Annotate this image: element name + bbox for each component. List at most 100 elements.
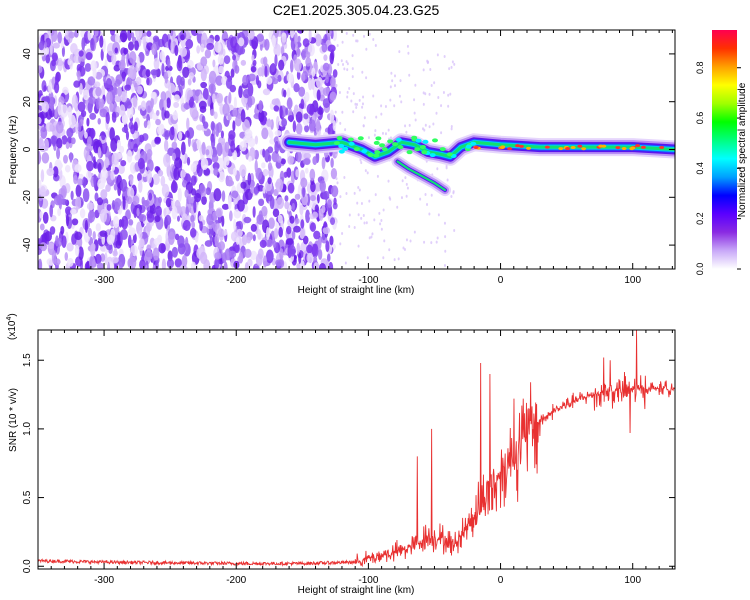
noise-blob: [97, 118, 101, 125]
noise-blob: [325, 240, 330, 253]
noise-speckle: [345, 60, 348, 64]
snr-panel: -300 -200 -100 0 100 0.0 0.5 1.0 1.5 Height of s…: [6, 313, 676, 596]
track-hotspot: [507, 147, 513, 151]
noise-blob: [73, 174, 78, 185]
noise-blob: [234, 64, 240, 74]
track-blob: [395, 137, 402, 142]
snr-series: [38, 330, 675, 568]
noise-speckle: [346, 95, 349, 99]
noise-blob: [145, 69, 151, 78]
noise-blob: [169, 126, 175, 141]
noise-blob: [323, 221, 327, 228]
noise-blob: [182, 219, 191, 231]
noise-speckle: [351, 75, 354, 79]
noise-speckle: [405, 238, 408, 242]
noise-blob: [167, 82, 176, 93]
y-tick-label: 20: [22, 96, 33, 108]
noise-blob: [262, 169, 269, 177]
noise-blob: [291, 202, 295, 211]
noise-blob: [313, 230, 321, 240]
noise-blob: [87, 100, 93, 114]
noise-blob: [252, 265, 259, 269]
noise-blob: [303, 113, 309, 120]
noise-blob: [278, 59, 285, 71]
noise-blob: [309, 168, 316, 181]
noise-blob: [114, 47, 119, 54]
noise-blob: [82, 188, 90, 203]
noise-speckle: [374, 193, 377, 197]
noise-blob: [229, 210, 233, 222]
noise-blob: [212, 221, 217, 232]
noise-blob: [61, 135, 68, 145]
noise-blob: [256, 34, 264, 42]
noise-blob: [201, 195, 207, 205]
noise-speckle: [344, 261, 347, 265]
noise-blob: [214, 252, 222, 260]
colorbar-ticks: 0.0 0.2 0.4 0.6 0.8: [695, 61, 741, 275]
noise-blob: [306, 252, 314, 264]
track-hotspot: [565, 147, 571, 151]
noise-blob: [228, 130, 236, 140]
noise-blob: [294, 193, 301, 200]
noise-blob: [81, 37, 86, 51]
noise-speckle: [406, 186, 409, 190]
track-blob: [422, 139, 429, 144]
noise-speckle: [447, 93, 450, 97]
noise-blob: [116, 139, 122, 151]
noise-blob: [262, 255, 268, 268]
noise-blob: [242, 88, 251, 99]
y-tick-label: 0: [22, 146, 33, 152]
noise-blob: [111, 111, 117, 123]
x-tick-label: 100: [624, 575, 641, 586]
noise-blob: [165, 197, 172, 208]
noise-blob: [232, 120, 236, 132]
noise-speckle: [370, 235, 373, 239]
noise-blob: [288, 245, 296, 257]
noise-blob: [216, 122, 223, 133]
noise-speckle: [393, 104, 396, 108]
noise-blob: [210, 135, 216, 149]
noise-blob: [86, 117, 90, 127]
noise-blob: [217, 54, 224, 66]
noise-speckle: [380, 112, 383, 116]
noise-blob: [254, 135, 259, 145]
noise-blob: [75, 122, 79, 135]
noise-blob: [244, 129, 253, 139]
noise-blob: [171, 152, 176, 161]
noise-blob: [44, 231, 52, 242]
noise-blob: [45, 54, 51, 64]
noise-speckle: [404, 176, 407, 180]
noise-blob: [66, 242, 74, 252]
noise-blob: [112, 250, 118, 257]
noise-blob: [319, 179, 326, 193]
noise-blob: [161, 183, 170, 198]
noise-speckle: [430, 84, 433, 88]
noise-blob: [227, 196, 232, 210]
noise-speckle: [357, 186, 360, 190]
noise-speckle: [401, 179, 404, 183]
noise-speckle: [424, 192, 427, 196]
noise-speckle: [419, 197, 422, 201]
noise-blob: [114, 264, 118, 269]
noise-speckle: [362, 95, 365, 99]
noise-blob: [205, 149, 210, 156]
noise-speckle: [405, 130, 408, 134]
noise-blob: [306, 244, 313, 254]
noise-blob: [143, 120, 148, 129]
noise-blob: [200, 68, 207, 82]
noise-blob: [161, 258, 166, 269]
noise-blob: [174, 258, 183, 268]
noise-blob: [38, 130, 42, 138]
noise-blob: [215, 207, 223, 218]
noise-blob: [250, 186, 255, 194]
noise-blob: [56, 193, 64, 206]
noise-speckle: [335, 153, 338, 157]
noise-blob: [186, 59, 194, 69]
noise-speckle: [358, 188, 361, 192]
noise-blob: [306, 103, 315, 115]
noise-speckle: [374, 44, 377, 48]
noise-blob: [146, 148, 153, 158]
snr-scale-exponent: 4: [6, 317, 13, 321]
noise-blob: [224, 141, 230, 153]
noise-blob: [199, 220, 203, 232]
